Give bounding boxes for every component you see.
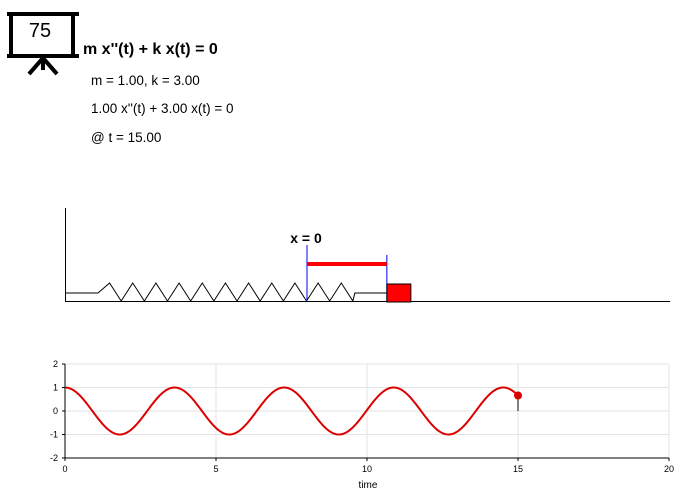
- presentation-board-icon: 75: [7, 8, 79, 78]
- series-line: [64, 386, 519, 436]
- board-number: 75: [28, 20, 52, 42]
- equilibrium-label: x = 0: [290, 230, 322, 246]
- current-point: [514, 391, 522, 400]
- x-tick-label: 0: [62, 464, 67, 474]
- x-axis-label: time: [359, 480, 378, 491]
- y-tick-label: -1: [50, 430, 58, 440]
- spring: [65, 282, 387, 303]
- time-readout: @ t = 15.00: [91, 130, 162, 145]
- mass-block: [386, 283, 412, 303]
- spring-mass-animation: x = 0: [65, 208, 670, 303]
- equation-title: m x''(t) + k x(t) = 0: [83, 41, 218, 58]
- params-text: m = 1.00, k = 3.00: [91, 73, 200, 88]
- y-tick-label: 0: [53, 406, 58, 416]
- y-tick-label: 2: [53, 359, 58, 369]
- x-tick-label: 5: [213, 464, 218, 474]
- x-tick-label: 20: [664, 464, 674, 474]
- x-tick-label: 10: [362, 464, 372, 474]
- numeric-equation-text: 1.00 x''(t) + 3.00 x(t) = 0: [91, 101, 234, 116]
- y-tick-label: -2: [50, 453, 58, 463]
- y-tick-label: 1: [53, 383, 58, 393]
- x-tick-label: 15: [513, 464, 523, 474]
